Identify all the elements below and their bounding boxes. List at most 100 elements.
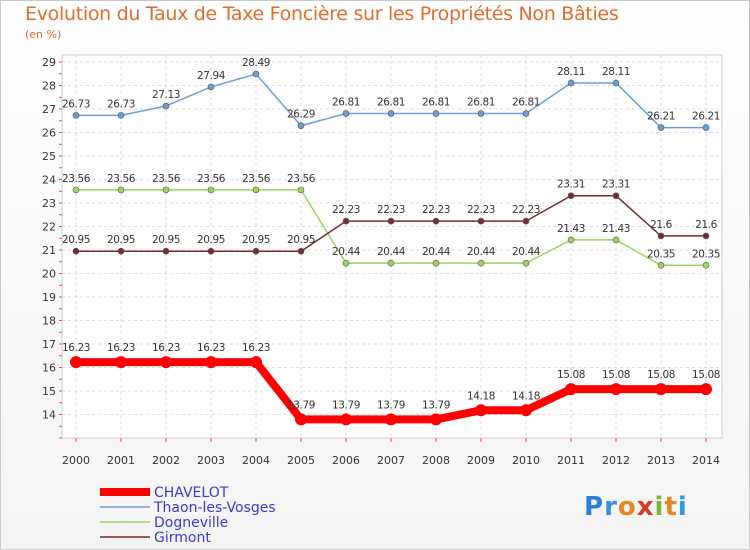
data-label: 13.79 xyxy=(377,399,405,411)
brand-letter: o xyxy=(617,492,637,522)
data-label: 20.44 xyxy=(422,246,451,258)
data-point xyxy=(252,70,260,78)
data-label: 28.11 xyxy=(602,66,630,78)
data-label: 16.23 xyxy=(107,342,135,354)
data-label: 20.44 xyxy=(467,246,496,258)
data-label: 26.29 xyxy=(287,109,315,121)
data-label: 22.23 xyxy=(467,204,495,216)
data-point xyxy=(387,259,395,267)
data-label: 26.73 xyxy=(107,98,135,110)
data-label: 20.44 xyxy=(512,246,541,258)
data-label: 16.23 xyxy=(242,342,270,354)
data-label: 26.21 xyxy=(647,111,675,123)
data-point xyxy=(295,413,307,426)
data-label: 26.81 xyxy=(467,97,495,109)
brand-letter: i xyxy=(677,492,688,522)
data-label: 27.13 xyxy=(152,89,180,101)
chart-title: Evolution du Taux de Taxe Foncière sur l… xyxy=(25,3,619,25)
data-point xyxy=(522,217,530,225)
brand-letter: P xyxy=(584,492,605,522)
data-point xyxy=(160,356,172,369)
data-point xyxy=(612,192,620,200)
data-label: 23.56 xyxy=(242,173,271,185)
data-label: 20.35 xyxy=(692,248,720,260)
x-tick-label: 2006 xyxy=(332,454,360,467)
data-point xyxy=(340,413,352,426)
data-label: 13.79 xyxy=(332,399,360,411)
data-label: 13.79 xyxy=(287,399,315,411)
data-point xyxy=(72,186,80,194)
data-label: 20.95 xyxy=(62,234,90,246)
legend-label: Girmont xyxy=(154,530,211,546)
data-label: 23.56 xyxy=(287,173,316,185)
y-tick-label: 24 xyxy=(42,174,56,187)
data-point xyxy=(387,110,395,117)
x-tick-label: 2009 xyxy=(467,454,495,467)
data-point xyxy=(477,217,485,225)
data-label: 15.08 xyxy=(602,369,630,381)
data-point xyxy=(297,247,305,255)
y-tick-label: 18 xyxy=(42,315,56,328)
data-point xyxy=(117,247,125,255)
data-point xyxy=(475,404,487,417)
x-tick-label: 2004 xyxy=(242,454,270,467)
data-point xyxy=(162,186,170,194)
data-label: 23.31 xyxy=(602,179,630,191)
y-tick-label: 19 xyxy=(42,291,56,304)
y-tick-label: 20 xyxy=(42,268,56,281)
data-label: 23.56 xyxy=(197,173,226,185)
data-label: 26.81 xyxy=(422,97,450,109)
legend-label: Dogneville xyxy=(154,515,228,531)
brand-letter: i xyxy=(654,492,665,522)
data-label: 23.56 xyxy=(62,173,91,185)
data-point xyxy=(477,110,485,117)
data-point xyxy=(657,232,665,240)
data-point xyxy=(252,186,260,194)
x-tick-label: 2003 xyxy=(197,454,225,467)
data-point xyxy=(657,124,665,131)
data-point xyxy=(520,404,532,417)
y-tick-label: 15 xyxy=(42,385,56,398)
data-point xyxy=(207,83,215,91)
data-label: 14.18 xyxy=(467,390,495,402)
data-point xyxy=(72,112,80,119)
data-point xyxy=(207,186,215,194)
data-label: 26.81 xyxy=(512,97,540,109)
legend-label: Thaon-les-Vosges xyxy=(153,500,276,516)
data-point xyxy=(655,383,667,396)
data-point xyxy=(250,356,262,369)
brand-logo: Proxiti xyxy=(584,492,688,522)
data-point xyxy=(477,259,485,267)
data-point xyxy=(252,247,260,255)
data-point xyxy=(565,383,577,396)
data-label: 28.11 xyxy=(557,66,585,78)
data-label: 13.79 xyxy=(422,399,450,411)
data-label: 20.95 xyxy=(242,234,270,246)
y-tick-label: 29 xyxy=(42,56,56,69)
x-tick-label: 2001 xyxy=(107,454,135,467)
x-tick-label: 2002 xyxy=(152,454,180,467)
y-tick-label: 28 xyxy=(42,80,56,93)
data-label: 21.6 xyxy=(695,219,717,231)
data-label: 26.21 xyxy=(692,111,720,123)
data-point xyxy=(657,261,665,269)
data-point xyxy=(385,413,397,426)
y-tick-label: 17 xyxy=(42,338,56,351)
data-point xyxy=(702,232,710,240)
data-label: 28.49 xyxy=(242,57,270,69)
data-label: 14.18 xyxy=(512,390,540,402)
data-point xyxy=(162,102,170,110)
x-tick-label: 2005 xyxy=(287,454,315,467)
data-label: 20.95 xyxy=(152,234,180,246)
data-point xyxy=(702,261,710,269)
data-label: 15.08 xyxy=(692,369,720,381)
x-tick-label: 2010 xyxy=(512,454,540,467)
data-point xyxy=(522,259,530,267)
y-tick-label: 22 xyxy=(42,221,56,234)
legend: CHAVELOTThaon-les-VosgesDognevilleGirmon… xyxy=(100,485,276,546)
data-label: 26.73 xyxy=(62,98,90,110)
data-point xyxy=(297,122,305,130)
brand-letter: r xyxy=(604,492,618,522)
x-tick-label: 2008 xyxy=(422,454,450,467)
